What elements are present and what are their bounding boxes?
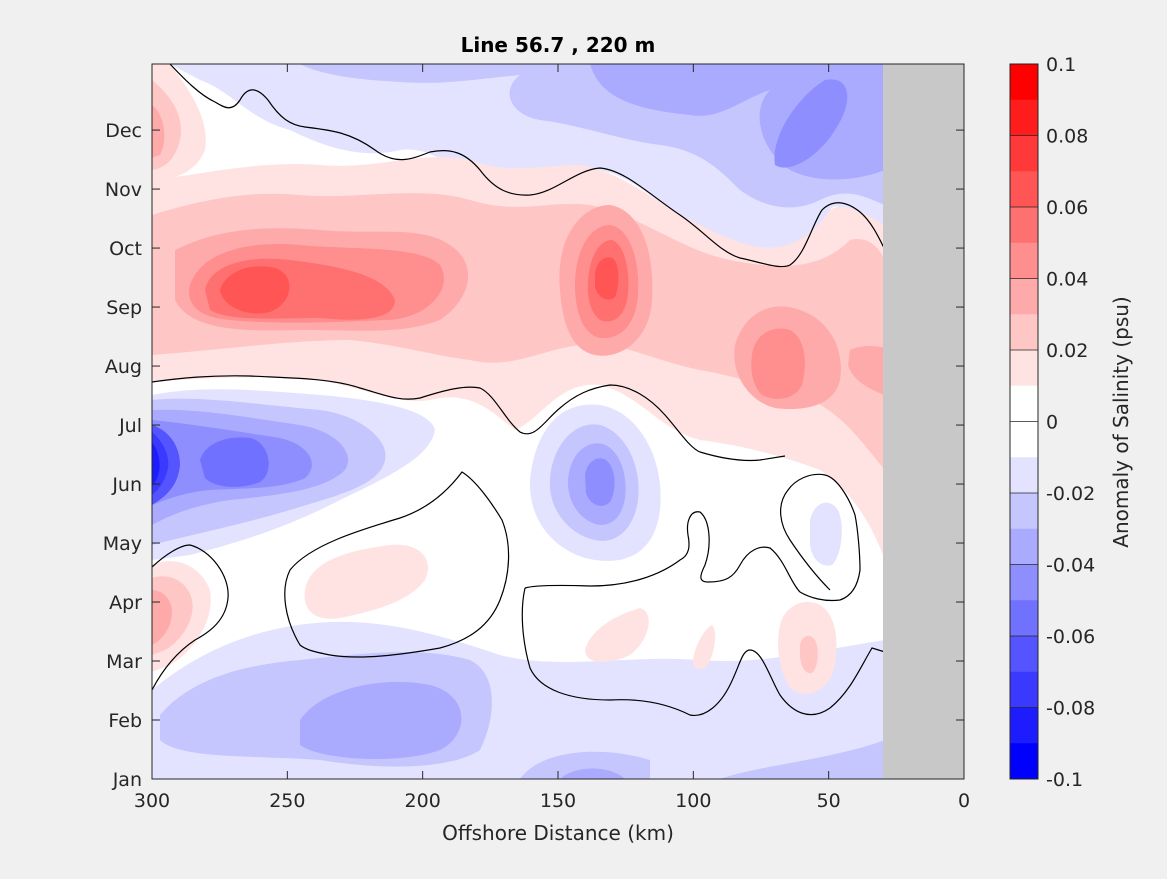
colorbar-tick-label: 0 (1046, 412, 1058, 434)
neg-fill-jun-edge-3 (152, 442, 160, 486)
colorbar-tick-label: -0.1 (1046, 769, 1083, 791)
pos-fill-dec-left-core (152, 105, 165, 158)
colorbar-tick-label: -0.04 (1046, 555, 1095, 577)
pos-fill-mar-140 (585, 608, 649, 662)
colorbar-segment (1010, 278, 1038, 315)
y-tick-label: Jul (118, 415, 142, 437)
zero-contours (152, 64, 886, 716)
x-tick-label: 150 (540, 790, 576, 812)
colorbar-segment (1010, 242, 1038, 279)
x-tick-label: 50 (817, 790, 841, 812)
x-axis-label: Offshore Distance (km) (442, 821, 674, 845)
y-tick-label: Oct (109, 238, 142, 260)
y-axis: Jan Feb Mar Apr May Jun Jul Aug Sep Oct Nov Dec (103, 120, 964, 791)
y-tick-label: Jun (111, 474, 142, 496)
plot-area: 300 250 200 150 100 50 0 Jan Feb Mar Apr May Jun Jul… (103, 63, 970, 812)
y-tick-label: Apr (109, 592, 142, 614)
colorbar-segment (1010, 493, 1038, 530)
pos-fill-mar-55-core (800, 635, 818, 674)
y-tick-label: Jan (112, 769, 142, 791)
colorbar-tick-label: -0.08 (1046, 698, 1095, 720)
colorbar-tick-label: 0.06 (1046, 197, 1088, 219)
pos-fill-mar-95 (692, 625, 716, 669)
colorbar-segment (1010, 350, 1038, 387)
colorbar-segment (1010, 564, 1038, 601)
x-tick-label: 200 (405, 790, 441, 812)
colorbar-segment (1010, 671, 1038, 708)
neg-fill-bottom-right (520, 751, 650, 779)
y-tick-label: May (103, 533, 142, 555)
contour-fills (152, 64, 964, 779)
pos-fill-70-core (751, 328, 805, 399)
colorbar-segment (1010, 207, 1038, 244)
y-tick-label: Feb (108, 710, 142, 732)
zero-contour-loop-lower-top (524, 473, 861, 602)
pos-fill-main-peak-265 (220, 266, 290, 314)
colorbar-segment (1010, 421, 1038, 458)
x-tick-label: 0 (958, 790, 970, 812)
colorbar-segment (1010, 600, 1038, 637)
pos-fill-apr-left-core (152, 590, 172, 645)
colorbar-segment (1010, 64, 1038, 101)
colorbar-tick-label: 0.1 (1046, 54, 1076, 76)
colorbar-label: Anomaly of Salinity (psu) (1109, 296, 1133, 547)
y-tick-label: Mar (106, 651, 142, 673)
colorbar-segment (1010, 743, 1038, 780)
pos-fill-right-edge (848, 345, 885, 395)
colorbar-segment (1010, 385, 1038, 422)
neg-fill-jun-core2 (200, 437, 269, 487)
no-data-region (883, 64, 964, 779)
y-tick-label: Dec (105, 120, 142, 142)
zero-contour-loop-lower (521, 587, 886, 716)
x-tick-label: 100 (675, 790, 711, 812)
colorbar-segment (1010, 135, 1038, 172)
neg-fill-bottom-right-core (560, 768, 625, 779)
colorbar-tick-label: 0.04 (1046, 269, 1088, 291)
colorbar-segment (1010, 171, 1038, 208)
colorbar-segment (1010, 707, 1038, 744)
neg-fill-135-core (585, 458, 615, 506)
colorbar-segment (1010, 314, 1038, 351)
colorbar-tick-label: -0.06 (1046, 626, 1095, 648)
colorbar-segment (1010, 457, 1038, 494)
y-tick-label: Sep (106, 297, 142, 319)
neg-fill-top-core (774, 79, 848, 168)
zero-contour-middle (152, 544, 229, 691)
pos-fill-apr-230 (304, 544, 429, 619)
pos-fill-133-peak (595, 257, 619, 300)
colorbar-tick-label: -0.02 (1046, 483, 1095, 505)
colorbar-segment (1010, 99, 1038, 136)
colorbar: 0.1 0.08 0.06 0.04 0.02 0 -0.02 -0.04 -0.06 -0.08… (1009, 54, 1095, 791)
x-axis: 300 250 200 150 100 50 0 (134, 64, 970, 812)
zero-contour-aug (152, 375, 786, 462)
chart-title: Line 56.7 , 220 m (461, 33, 656, 57)
x-tick-label: 250 (269, 790, 305, 812)
y-tick-label: Aug (105, 356, 142, 378)
neg-fill-bottom-right-corner (720, 740, 885, 779)
neg-fill-may-50 (810, 502, 842, 566)
zero-contour-top (169, 64, 886, 268)
colorbar-segment (1010, 528, 1038, 565)
y-tick-label: Nov (105, 179, 142, 201)
colorbar-segment (1010, 636, 1038, 673)
colorbar-tick-label: 0.02 (1046, 340, 1088, 362)
zero-contour-loop-large (284, 471, 510, 658)
colorbar-tick-label: 0.08 (1046, 126, 1088, 148)
x-tick-label: 300 (134, 790, 170, 812)
neg-fill-bottom-core (300, 681, 462, 760)
